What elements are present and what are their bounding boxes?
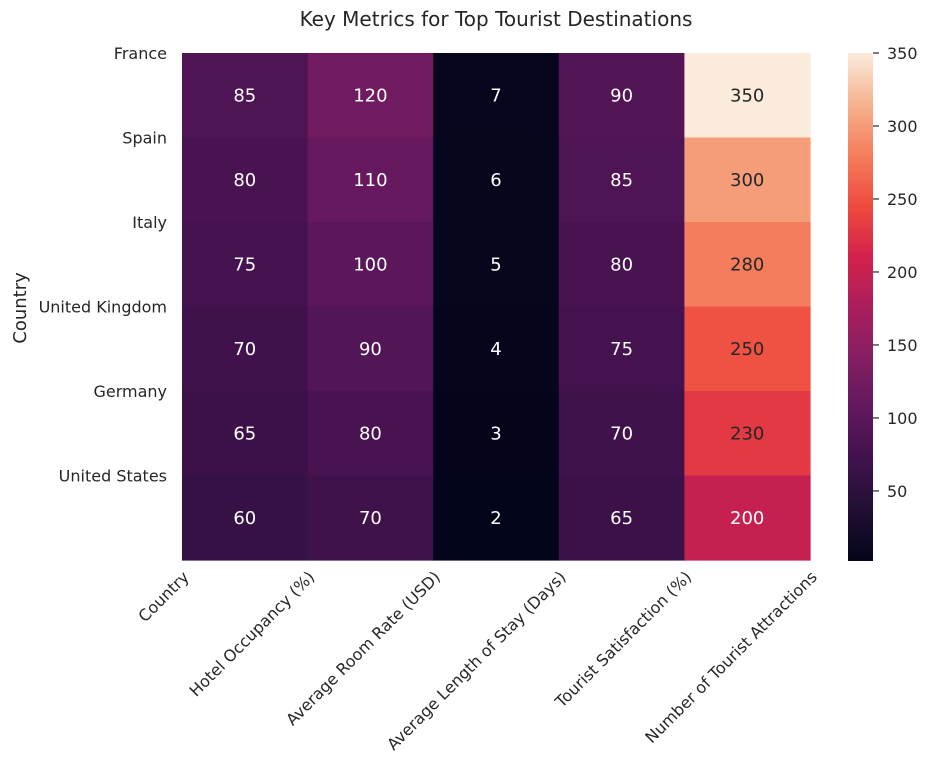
- cell-value-label: 75: [610, 339, 633, 360]
- heatmap-cell: [433, 137, 560, 223]
- row-label: Spain: [122, 129, 167, 148]
- heatmap-cell: [684, 222, 811, 308]
- cell-value-label: 6: [490, 170, 501, 191]
- heatmap-cell: [558, 53, 685, 139]
- cell-value-label: 90: [610, 85, 633, 106]
- heatmap-cell: [307, 306, 434, 392]
- heatmap-cell: [433, 391, 560, 477]
- column-label: Country: [134, 567, 192, 625]
- cell-value-label: 4: [490, 339, 501, 360]
- cell-value-label: 85: [233, 85, 256, 106]
- cell-value-label: 3: [490, 423, 501, 444]
- cell-value-label: 85: [610, 170, 633, 191]
- cell-value-label: 70: [610, 423, 633, 444]
- heatmap-cell: [684, 391, 811, 477]
- cell-value-label: 110: [353, 170, 387, 191]
- chart-title: Key Metrics for Top Tourist Destinations: [300, 7, 693, 31]
- colorbar-tick-label: 300: [887, 117, 918, 136]
- heatmap-cell: [182, 53, 309, 139]
- heatmap-cell: [182, 306, 309, 392]
- row-label: France: [114, 44, 167, 63]
- row-label: Italy: [132, 213, 167, 232]
- heatmap-cell: [558, 306, 685, 392]
- heatmap-cell: [182, 475, 309, 561]
- heatmap-cells: [182, 53, 811, 561]
- colorbar: 50 100 150 200 250 300 350: [848, 44, 918, 561]
- colorbar-tick-label: 350: [887, 44, 918, 63]
- heatmap-cell: [307, 137, 434, 223]
- cell-value-label: 90: [359, 339, 382, 360]
- row-label: Germany: [93, 382, 167, 401]
- heatmap-cell: [307, 391, 434, 477]
- cell-value-label: 65: [233, 423, 256, 444]
- heatmap-cell: [433, 222, 560, 308]
- heatmap-cell: [684, 475, 811, 561]
- cell-value-label: 280: [730, 254, 764, 275]
- heatmap-cell: [182, 137, 309, 223]
- cell-value-label: 350: [730, 85, 764, 106]
- column-label: Tourist Satisfaction (%): [551, 567, 696, 712]
- cell-value-label: 250: [730, 339, 764, 360]
- cell-value-label: 80: [233, 170, 256, 191]
- heatmap-cell: [307, 53, 434, 139]
- cell-value-label: 100: [353, 254, 387, 275]
- heatmap-cell: [558, 391, 685, 477]
- heatmap-cell: [433, 53, 560, 139]
- cell-value-label: 75: [233, 254, 256, 275]
- colorbar-gradient: [848, 53, 873, 561]
- cell-value-label: 7: [490, 85, 501, 106]
- cell-value-label: 80: [359, 423, 382, 444]
- cell-value-label: 80: [610, 254, 633, 275]
- heatmap-cell: [182, 391, 309, 477]
- heatmap-cell: [684, 306, 811, 392]
- heatmap-cell: [558, 475, 685, 561]
- heatmap-cell: [182, 222, 309, 308]
- colorbar-tick-label: 100: [887, 409, 918, 428]
- cell-value-label: 65: [610, 508, 633, 529]
- colorbar-tick-label: 200: [887, 263, 918, 282]
- cell-value-label: 200: [730, 508, 764, 529]
- heatmap-cell: [433, 306, 560, 392]
- colorbar-tick-label: 250: [887, 190, 918, 209]
- y-axis-label: Country: [10, 272, 31, 344]
- row-label: United States: [59, 467, 167, 486]
- heatmap-cell: [684, 53, 811, 139]
- cell-value-label: 5: [490, 254, 501, 275]
- cell-value-label: 120: [353, 85, 387, 106]
- column-label: Hotel Occupancy (%): [186, 567, 319, 700]
- row-label: United Kingdom: [39, 298, 167, 317]
- heatmap-cell: [684, 137, 811, 223]
- heatmap-cell: [307, 475, 434, 561]
- cell-value-label: 60: [233, 508, 256, 529]
- heatmap-cell: [558, 222, 685, 308]
- cell-value-label: 300: [730, 170, 764, 191]
- colorbar-tick-label: 50: [887, 482, 907, 501]
- cell-value-label: 70: [233, 339, 256, 360]
- cell-value-label: 2: [490, 508, 501, 529]
- heatmap-cell: [433, 475, 560, 561]
- cell-value-label: 230: [730, 423, 764, 444]
- row-tick-labels: France Spain Italy United Kingdom Germany Uni…: [39, 44, 167, 486]
- heatmap-cell: [558, 137, 685, 223]
- colorbar-tick-label: 150: [887, 336, 918, 355]
- cell-value-label: 70: [359, 508, 382, 529]
- heatmap-cell: [307, 222, 434, 308]
